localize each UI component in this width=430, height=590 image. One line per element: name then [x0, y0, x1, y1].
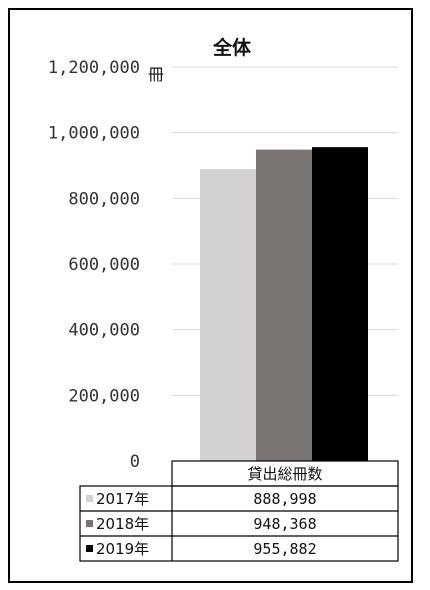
- bar-2018年: [256, 149, 312, 461]
- y-tick-label: 0: [130, 452, 140, 472]
- series-label: 2018年: [96, 515, 149, 533]
- legend-key-2018年: [86, 520, 93, 527]
- table-body: [79, 485, 399, 562]
- chart-title: 全体: [212, 36, 252, 59]
- y-tick-label: 200,000: [68, 386, 140, 406]
- y-tick-label: 400,000: [68, 321, 140, 341]
- legend-key-2019年: [86, 545, 93, 552]
- bar-2019年: [312, 147, 368, 461]
- y-tick-label: 1,200,000: [48, 58, 140, 78]
- data-value-label: 888,998: [253, 490, 316, 508]
- data-value-label: 955,882: [253, 540, 316, 558]
- y-tick-label: 600,000: [68, 255, 140, 275]
- bar-2017年: [200, 169, 256, 462]
- unit-label: 冊: [148, 65, 164, 84]
- legend-key-2017年: [86, 495, 93, 502]
- y-axis-ticks: 1,200,000 1,000,000 800,000 600,000 400,000 2…: [48, 58, 140, 472]
- data-value-label: 948,368: [253, 515, 316, 533]
- data-table: 貸出総冊数 2017年 888,998 2018年 948,368 2019年 955,88…: [79, 460, 399, 562]
- series-label: 2019年: [96, 540, 149, 558]
- y-tick-label: 1,000,000: [48, 124, 140, 144]
- bars: [200, 147, 368, 462]
- series-label: 2017年: [96, 490, 149, 508]
- y-tick-label: 800,000: [68, 189, 140, 209]
- table-header-label: 貸出総冊数: [247, 465, 322, 483]
